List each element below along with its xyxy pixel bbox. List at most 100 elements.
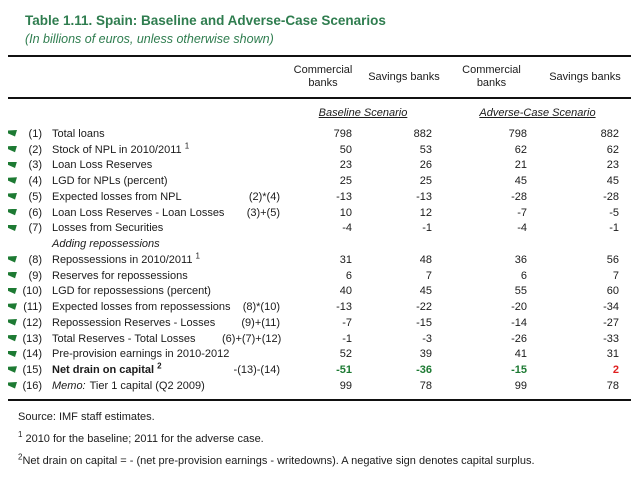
scenario-header-row: Baseline Scenario Adverse-Case Scenario	[8, 99, 631, 126]
value-baseline-savings: 882	[413, 127, 432, 140]
row-number: (7)	[28, 222, 42, 235]
row-label: Pre-provision earnings in 2010-2012	[52, 348, 230, 361]
value-adverse-savings: -1	[609, 222, 619, 235]
row-flag-icon	[8, 252, 22, 266]
value-baseline-savings: 26	[419, 159, 432, 172]
value-baseline-commercial: 52	[339, 348, 352, 361]
section-row: Adding repossessions	[8, 236, 631, 252]
value-baseline-savings: -15	[416, 316, 432, 329]
table-row: (2) Stock of NPL in 2010/2011 1 50 53 62…	[8, 140, 631, 158]
value-adverse-savings: 78	[606, 379, 619, 392]
value-adverse-savings: -27	[603, 316, 619, 329]
row-label: Stock of NPL in 2010/2011 1	[52, 140, 190, 156]
row-formula: (2)*(4)	[248, 190, 280, 203]
table-row: (8) Repossessions in 2010/2011 1 31 48 3…	[8, 252, 631, 268]
footnote-1: 1 2010 for the baseline; 2011 for the adv…	[18, 430, 264, 445]
row-formula: -(13)-(14)	[233, 364, 280, 377]
row-number: (1)	[28, 127, 42, 140]
row-label: Expected losses from repossessions	[52, 301, 231, 314]
row-label: Loan Loss Reserves - Loan Losses	[52, 206, 225, 219]
value-adverse-savings: 45	[606, 175, 619, 188]
row-number: (12)	[22, 316, 42, 329]
value-baseline-savings: 53	[419, 143, 432, 156]
page: Table 1.11. Spain: Baseline and Adverse-…	[8, 13, 631, 467]
value-adverse-commercial: 62	[514, 143, 527, 156]
row-label: Memo: Tier 1 capital (Q2 2009)	[52, 379, 205, 392]
value-adverse-savings: 60	[606, 285, 619, 298]
row-label: Reserves for repossessions	[52, 269, 188, 282]
table-row: (10) LGD for repossessions (percent) 40 …	[8, 284, 631, 300]
value-baseline-commercial: 50	[339, 143, 352, 156]
value-baseline-commercial: -13	[336, 301, 352, 314]
value-baseline-commercial: 99	[339, 379, 352, 392]
value-adverse-commercial: 798	[508, 127, 527, 140]
value-baseline-savings: -1	[422, 222, 432, 235]
row-flag-icon	[8, 142, 22, 156]
value-adverse-savings: 882	[600, 127, 619, 140]
value-baseline-savings: -36	[416, 364, 432, 377]
row-flag-icon	[8, 126, 22, 140]
col-header-baseline-savings: Savings banks	[368, 70, 440, 83]
row-label: Loan Loss Reserves	[52, 159, 153, 172]
row-number: (11)	[23, 301, 42, 314]
row-number: (15)	[22, 364, 42, 377]
value-adverse-commercial: 99	[514, 379, 527, 392]
row-number: (13)	[22, 332, 42, 345]
table-subtitle: (In billions of euros, unless otherwise …	[25, 32, 274, 46]
row-number: (2)	[28, 143, 42, 156]
value-adverse-commercial: 41	[514, 348, 527, 361]
value-adverse-savings: -33	[603, 332, 619, 345]
value-baseline-savings: -22	[416, 301, 432, 314]
value-baseline-commercial: 23	[339, 159, 352, 172]
row-label: Total Reserves - Total Losses	[52, 332, 196, 345]
value-baseline-savings: 7	[425, 269, 432, 282]
value-adverse-commercial: -14	[511, 316, 527, 329]
table-top-rule	[8, 55, 631, 57]
row-flag-icon	[8, 189, 22, 203]
value-adverse-savings: 7	[612, 269, 619, 282]
value-adverse-savings: -34	[603, 301, 619, 314]
adverse-scenario-header: Adverse-Case Scenario	[479, 106, 596, 119]
row-formula: (6)+(7)+(12)	[222, 332, 282, 345]
row-number: (4)	[28, 175, 42, 188]
row-label: LGD for repossessions (percent)	[52, 285, 211, 298]
table-row: (9) Reserves for repossessions 6 7 6 7	[8, 268, 631, 284]
row-formula: (9)+(11)	[241, 316, 280, 329]
value-baseline-commercial: 10	[339, 206, 352, 219]
value-adverse-savings: 62	[606, 143, 619, 156]
row-flag-icon	[8, 331, 22, 345]
value-adverse-savings: -28	[603, 190, 619, 203]
scenario-table: Commercial banks Savings banks Commercia…	[8, 55, 631, 401]
source-note: Source: IMF staff estimates.	[18, 410, 155, 423]
row-flag-icon	[8, 299, 22, 313]
row-label: Expected losses from NPL	[52, 190, 182, 203]
col-header-adverse-commercial: Commercial banks	[462, 64, 521, 89]
row-flag-icon	[8, 315, 22, 329]
value-baseline-savings: 45	[419, 285, 432, 298]
value-baseline-commercial: 25	[339, 175, 352, 188]
row-flag-icon	[8, 158, 22, 172]
value-baseline-commercial: -1	[342, 332, 352, 345]
value-adverse-savings: 23	[606, 159, 619, 172]
row-number: (14)	[22, 348, 42, 361]
table-row: (3) Loan Loss Reserves 23 26 21 23	[8, 158, 631, 174]
value-adverse-commercial: 45	[514, 175, 527, 188]
table-row: (14) Pre-provision earnings in 2010-2012…	[8, 347, 631, 363]
row-number: (5)	[28, 190, 42, 203]
row-label: Net drain on capital 2	[52, 361, 162, 377]
value-baseline-savings: 78	[419, 379, 432, 392]
footnote-2: 2Net drain on capital = - (net pre-provi…	[18, 452, 535, 467]
row-flag-icon	[8, 268, 22, 282]
row-flag-icon	[8, 221, 22, 235]
table-row: (13) Total Reserves - Total Losses (6)+(…	[8, 331, 631, 347]
value-adverse-savings: -5	[609, 206, 619, 219]
table-row: (5) Expected losses from NPL (2)*(4) -13…	[8, 189, 631, 205]
row-flag-icon	[8, 205, 22, 219]
value-baseline-commercial: -13	[336, 190, 352, 203]
value-adverse-commercial: -7	[517, 206, 527, 219]
table-title: Table 1.11. Spain: Baseline and Adverse-…	[25, 13, 386, 28]
value-baseline-savings: -3	[422, 332, 432, 345]
row-flag-icon	[8, 347, 22, 361]
row-flag-icon	[8, 173, 22, 187]
value-adverse-commercial: -4	[517, 222, 527, 235]
